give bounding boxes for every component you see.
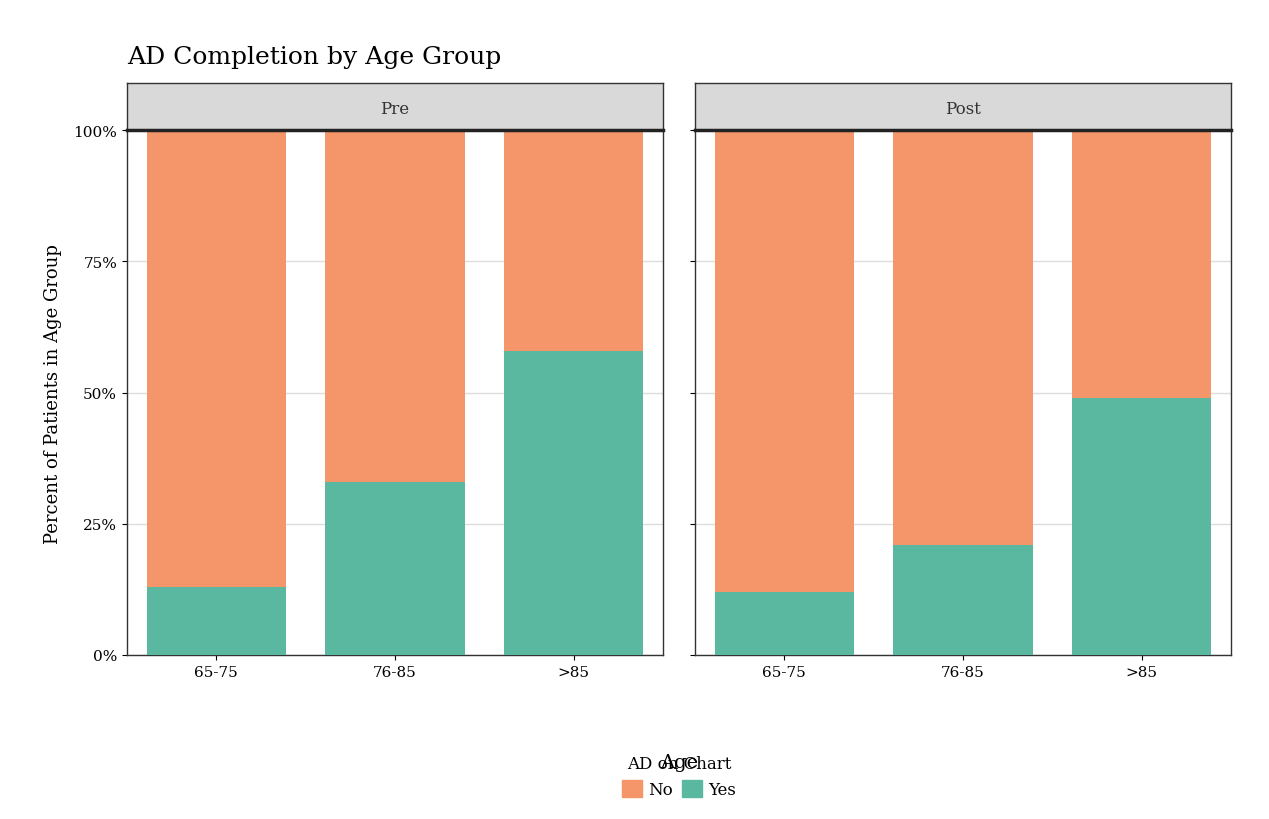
Bar — [1072, 398, 1212, 655]
Bar — [325, 131, 464, 482]
Bar — [893, 545, 1033, 655]
Bar — [714, 131, 854, 592]
Bar — [893, 131, 1033, 545]
Bar — [504, 351, 643, 655]
Bar — [504, 131, 643, 351]
Text: Age: Age — [660, 753, 698, 771]
Bar — [146, 131, 286, 587]
Y-axis label: Percent of Patients in Age Group: Percent of Patients in Age Group — [44, 243, 62, 543]
Legend: No, Yes: No, Yes — [622, 755, 736, 799]
Bar — [325, 482, 464, 655]
Bar — [714, 592, 854, 655]
Bar — [1072, 131, 1212, 398]
Text: AD Completion by Age Group: AD Completion by Age Group — [127, 46, 501, 69]
Bar — [146, 587, 286, 655]
